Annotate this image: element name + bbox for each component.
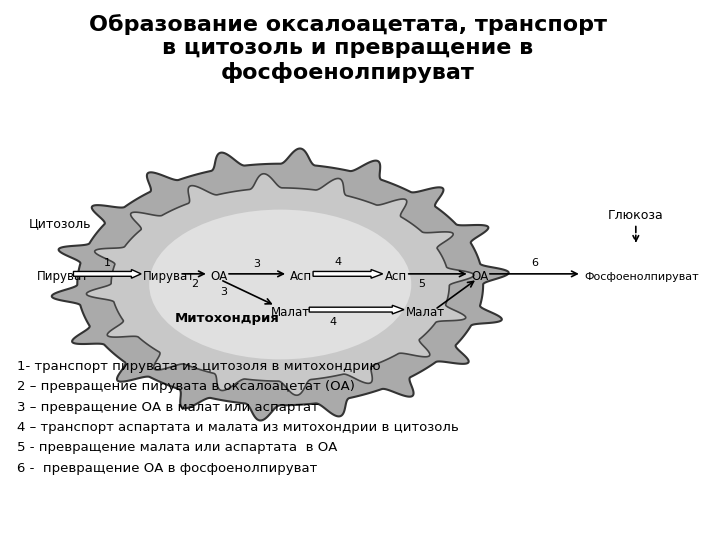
FancyArrow shape [313, 269, 382, 278]
Text: Образование оксалоацетата, транспорт
в цитозоль и превращение в
фосфоенолпируват: Образование оксалоацетата, транспорт в ц… [89, 14, 607, 83]
FancyArrow shape [309, 305, 404, 314]
Text: 5 - превращение малата или аспартата  в ОА: 5 - превращение малата или аспартата в О… [17, 441, 338, 454]
Ellipse shape [149, 210, 411, 360]
Text: 5: 5 [418, 279, 425, 288]
Text: Фосфоенолпируват: Фосфоенолпируват [585, 272, 699, 282]
Text: 6: 6 [531, 258, 538, 268]
Text: 2: 2 [191, 280, 198, 289]
Text: 4: 4 [335, 257, 342, 267]
Text: 3: 3 [253, 259, 261, 269]
Text: ОА: ОА [211, 270, 228, 284]
Text: 3 – превращение ОА в малат или аспартат: 3 – превращение ОА в малат или аспартат [17, 401, 319, 414]
Text: 2 – превращение пирувата в оксалоацетат (ОА): 2 – превращение пирувата в оксалоацетат … [17, 380, 355, 394]
Text: Асп: Асп [290, 270, 312, 284]
Text: Малат: Малат [271, 306, 310, 319]
Text: 4 – транспорт аспартата и малата из митохондрии в цитозоль: 4 – транспорт аспартата и малата из мито… [17, 421, 459, 434]
Polygon shape [86, 174, 474, 395]
Text: 4: 4 [330, 317, 337, 327]
Text: 3: 3 [220, 287, 228, 297]
Text: 6 -  превращение ОА в фосфоенолпируват: 6 - превращение ОА в фосфоенолпируват [17, 462, 318, 475]
Text: ОА: ОА [472, 270, 489, 284]
Polygon shape [52, 148, 508, 421]
Text: Пируват: Пируват [143, 270, 195, 284]
Text: Пируват: Пируват [37, 270, 89, 284]
Text: Цитозоль: Цитозоль [29, 217, 91, 230]
Text: Малат: Малат [406, 306, 445, 319]
Text: Асп: Асп [384, 270, 407, 284]
Text: Митохондрия: Митохондрия [175, 312, 279, 325]
Text: Глюкоза: Глюкоза [608, 208, 664, 222]
FancyArrow shape [73, 269, 141, 278]
Text: 1- транспорт пирувата из цитозоля в митохондрию: 1- транспорт пирувата из цитозоля в мито… [17, 360, 381, 373]
Text: 1: 1 [104, 258, 111, 268]
